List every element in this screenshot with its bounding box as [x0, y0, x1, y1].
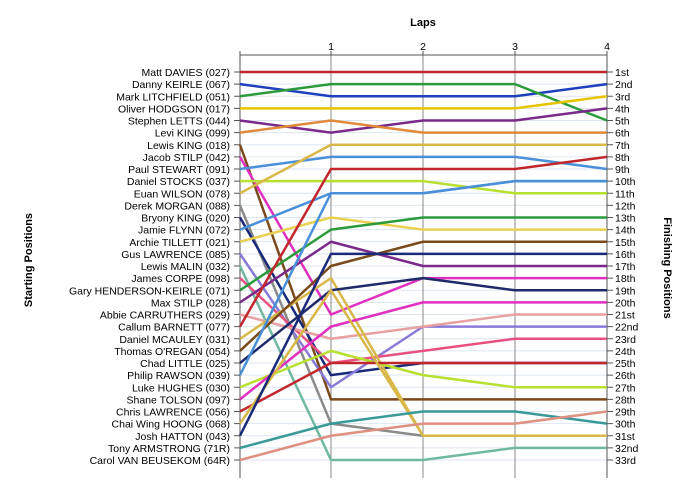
finish-label: 27th: [615, 382, 636, 394]
series-line: [239, 216, 607, 243]
series-line: [239, 82, 608, 122]
finish-label: 24th: [615, 346, 636, 358]
start-label: Tony ARMSTRONG (71R): [108, 443, 230, 455]
start-label: Abbie CARRUTHERS (029): [100, 310, 230, 322]
series-line: [239, 240, 607, 304]
finish-label: 3rd: [615, 91, 630, 103]
series-line: [239, 107, 608, 134]
series-line: [238, 265, 607, 462]
finish-label: 25th: [615, 358, 636, 370]
finish-label: 4th: [615, 103, 630, 115]
start-label: Gary HENDERSON-KEIRLE (071): [69, 285, 230, 297]
finish-label: 18th: [615, 273, 636, 285]
x-tick-label: 1: [328, 41, 334, 53]
finish-label: 1st: [615, 67, 629, 79]
x-tick-label: 2: [420, 41, 426, 53]
start-label: Archie TILLETT (021): [129, 237, 230, 249]
x-tick-label: 4: [604, 41, 610, 53]
start-label: Bryony KING (020): [141, 213, 230, 225]
series-line: [238, 155, 608, 328]
start-label: Luke HUGHES (030): [132, 382, 230, 394]
finish-label: 13th: [615, 213, 636, 225]
start-label: Paul STEWART (091): [128, 164, 230, 176]
start-label: Mark LITCHFIELD (051): [116, 91, 230, 103]
series-line: [239, 240, 607, 352]
start-label: Chai Wing HOONG (068): [112, 419, 230, 431]
left-axis-title: Starting Positions: [23, 213, 35, 307]
finish-label: 14th: [615, 225, 636, 237]
x-tick-label: 3: [512, 41, 518, 53]
finish-label: 5th: [615, 116, 630, 128]
finish-label: 17th: [615, 261, 636, 273]
start-label: Daniel MCAULEY (031): [119, 334, 230, 346]
start-label: Shane TOLSON (097): [126, 394, 230, 406]
finish-label: 22nd: [615, 322, 639, 334]
finish-label: 11th: [615, 188, 635, 200]
finish-label: 2nd: [615, 79, 633, 91]
finish-label: 23rd: [615, 334, 636, 346]
start-label: Callum BARNETT (077): [118, 322, 230, 334]
start-label: Daniel STOCKS (037): [127, 176, 230, 188]
finish-label: 19th: [615, 285, 636, 297]
finish-label: 29th: [615, 407, 636, 419]
series-line: [238, 179, 607, 376]
start-label: Jacob STILP (042): [143, 152, 230, 164]
finish-label: 21st: [615, 310, 635, 322]
start-label: Chad LITTLE (025): [140, 358, 230, 370]
finish-label: 10th: [615, 176, 636, 188]
finish-label: 28th: [615, 394, 636, 406]
start-label: Chris LAWRENCE (056): [116, 407, 230, 419]
right-axis-title: Finishing Positions: [661, 217, 673, 318]
start-label: Jamie FLYNN (072): [138, 225, 230, 237]
start-label: Stephen LETTS (044): [128, 116, 230, 128]
start-label: Derek MORGAN (088): [124, 200, 230, 212]
start-label: Levi KING (099): [155, 128, 230, 140]
start-label: Lewis MALIN (032): [141, 261, 230, 273]
series-line: [240, 95, 608, 110]
start-label: Max STILP (028): [151, 297, 230, 309]
start-label: Oliver HODGSON (017): [118, 103, 230, 115]
start-label: James CORPE (098): [131, 273, 230, 285]
series-line: [239, 216, 607, 292]
finish-label: 16th: [615, 249, 636, 261]
finish-label: 15th: [615, 237, 636, 249]
start-label: Danny KEIRLE (067): [132, 79, 230, 91]
finish-label: 31st: [615, 431, 635, 443]
series-line: [239, 143, 607, 195]
start-label: Matt DAVIES (027): [141, 67, 230, 79]
series-line: [239, 119, 607, 134]
series-line: [239, 361, 607, 413]
finish-label: 30th: [615, 419, 636, 431]
start-label: Josh HATTON (043): [135, 431, 230, 443]
start-label: Carol VAN BEUSEKOM (64R): [90, 455, 230, 467]
start-label: Gus LAWRENCE (085): [121, 249, 230, 261]
start-label: Philip RAWSON (039): [127, 370, 230, 382]
series-line: [240, 179, 607, 195]
start-label: Euan WILSON (078): [134, 188, 230, 200]
finish-label: 8th: [615, 152, 630, 164]
series-line: [239, 82, 608, 98]
finish-label: 26th: [615, 370, 636, 382]
series-line: [239, 301, 607, 401]
series-line: [239, 410, 608, 450]
finish-label: 6th: [615, 128, 630, 140]
series-line: [239, 313, 607, 340]
series-line: [238, 289, 607, 437]
series-line: [239, 410, 608, 462]
finish-label: 9th: [615, 164, 630, 176]
finish-label: 20th: [615, 297, 636, 309]
x-axis-title: Laps: [410, 17, 436, 29]
finish-label: 32nd: [615, 443, 639, 455]
finish-label: 7th: [615, 140, 630, 152]
start-label: Thomas O'REGAN (054): [114, 346, 230, 358]
series-line: [238, 252, 607, 437]
finish-label: 12th: [615, 200, 636, 212]
series-lines: [238, 70, 608, 462]
finish-label: 33rd: [615, 455, 636, 467]
start-label: Lewis KING (018): [147, 140, 230, 152]
series-line: [239, 349, 607, 389]
